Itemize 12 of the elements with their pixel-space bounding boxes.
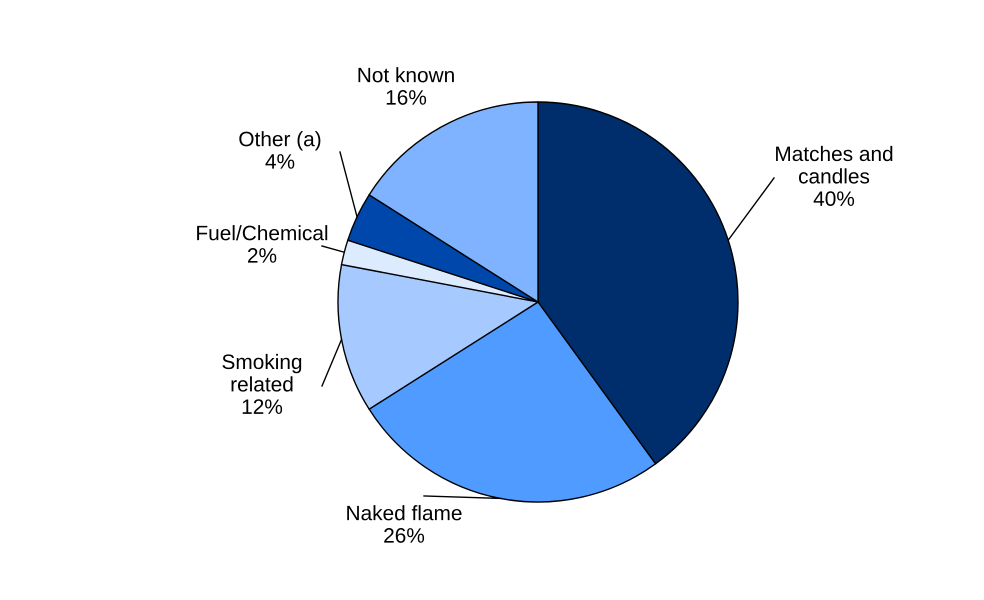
data-label: 16% xyxy=(386,90,426,105)
slice-label: Matches and candles xyxy=(776,146,892,184)
data-label: 12% xyxy=(242,399,282,414)
data-label: 2% xyxy=(248,248,276,263)
slice-label: Other (a) xyxy=(239,131,320,150)
data-label: 4% xyxy=(265,154,294,169)
slice-label: Naked flame xyxy=(347,505,462,520)
slice-label: Smoking related xyxy=(222,354,302,392)
data-label: 40% xyxy=(814,191,854,206)
slice-label: Not known xyxy=(358,67,454,82)
slice-label: Fuel/Chemical xyxy=(197,225,328,240)
data-label: 26% xyxy=(384,528,424,543)
